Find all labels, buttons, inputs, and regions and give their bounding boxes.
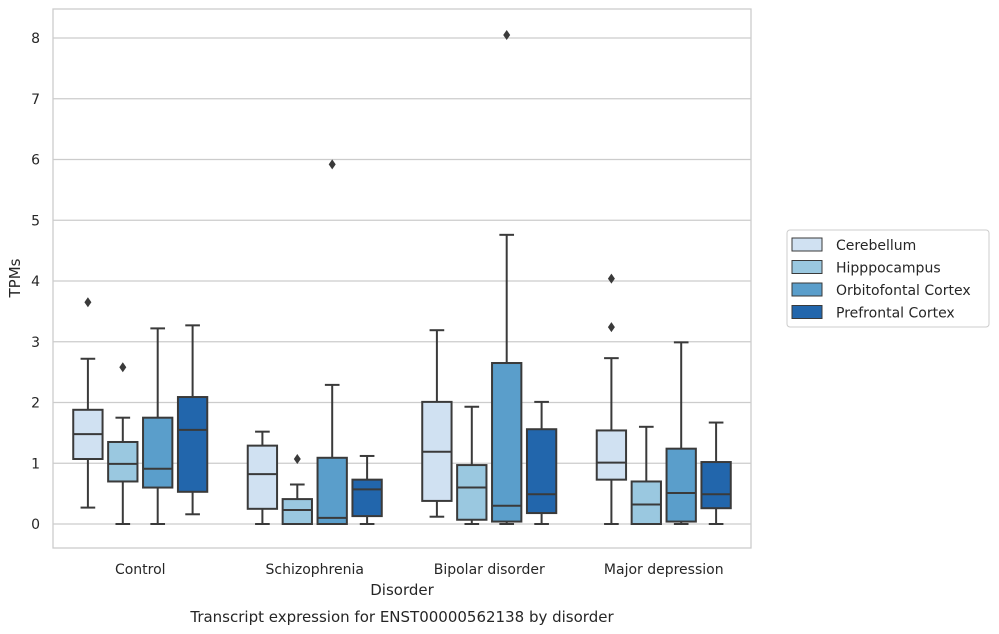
box-plot	[142, 327, 174, 525]
outlier-point	[328, 159, 336, 170]
box-iqr	[351, 478, 383, 518]
box-plot	[316, 159, 348, 525]
box-iqr	[491, 362, 523, 523]
box-plot	[351, 454, 383, 525]
chart-caption: Transcript expression for ENST0000056213…	[189, 608, 614, 626]
box-plot	[107, 362, 139, 525]
y-tick-label: 8	[31, 31, 40, 47]
y-tick-labels: 0 1 2 3 4 5 6 7 8	[31, 31, 40, 533]
box-plot	[525, 400, 558, 525]
y-axis-title: TPMs	[6, 258, 24, 298]
y-tick-label: 0	[31, 517, 40, 533]
box-iqr	[176, 396, 209, 493]
legend-label: Cerebellum	[836, 238, 916, 254]
box-plot	[246, 430, 279, 525]
plot-area-frame	[52, 8, 752, 549]
box-iqr	[665, 447, 697, 523]
box-plot	[281, 453, 313, 525]
legend-label: Prefrontal Cortex	[836, 306, 955, 322]
x-axis-title: Disorder	[370, 581, 434, 599]
y-tick-label: 2	[31, 396, 40, 412]
box-plot	[665, 341, 697, 525]
legend-swatch	[791, 237, 823, 252]
legend-frame	[786, 229, 990, 328]
y-tick-label: 4	[31, 274, 40, 290]
y-tick-label: 6	[31, 153, 40, 169]
box-plot	[700, 421, 732, 525]
x-tick-label: Major depression	[604, 562, 724, 578]
box-plots	[72, 29, 732, 526]
box-plot	[491, 29, 523, 525]
y-tick-label: 7	[31, 92, 40, 108]
outlier-point	[293, 453, 301, 464]
outlier-point	[607, 273, 615, 284]
legend-label: Orbitofontal Cortex	[836, 283, 971, 299]
legend-items: Cerebellum Hipppocampus Orbitofontal Corte…	[791, 237, 971, 322]
box-iqr	[246, 444, 279, 510]
x-tick-label: Schizophrenia	[266, 562, 364, 578]
outlier-point	[503, 29, 511, 40]
outlier-point	[119, 362, 127, 373]
box-iqr	[525, 428, 558, 515]
box-plot	[421, 329, 453, 518]
box-plot	[72, 297, 104, 509]
box-plot	[456, 405, 488, 525]
box-iqr	[595, 429, 628, 481]
legend-swatch	[791, 260, 823, 274]
box-iqr	[142, 416, 174, 489]
legend: Cerebellum Hipppocampus Orbitofontal Corte…	[786, 229, 990, 328]
box-iqr	[456, 464, 488, 521]
y-tick-label: 5	[31, 213, 40, 229]
box-iqr	[281, 498, 313, 525]
legend-swatch	[791, 282, 823, 297]
y-tick-label: 1	[31, 456, 40, 472]
box-iqr	[316, 456, 348, 525]
y-tick-label: 3	[31, 335, 40, 351]
outlier-point	[607, 322, 615, 333]
x-tick-label: Control	[115, 562, 166, 578]
box-plot	[595, 273, 628, 525]
box-iqr	[700, 461, 732, 510]
x-tick-labels: Control Schizophrenia Bipolar disorder Majo…	[115, 562, 724, 578]
legend-label: Hipppocampus	[836, 261, 941, 277]
legend-swatch	[791, 305, 823, 319]
box-iqr	[107, 440, 139, 483]
x-tick-label: Bipolar disorder	[434, 562, 545, 578]
box-iqr	[630, 480, 662, 526]
box-plot	[176, 324, 209, 516]
outlier-point	[84, 297, 92, 308]
box-plot	[630, 425, 662, 526]
